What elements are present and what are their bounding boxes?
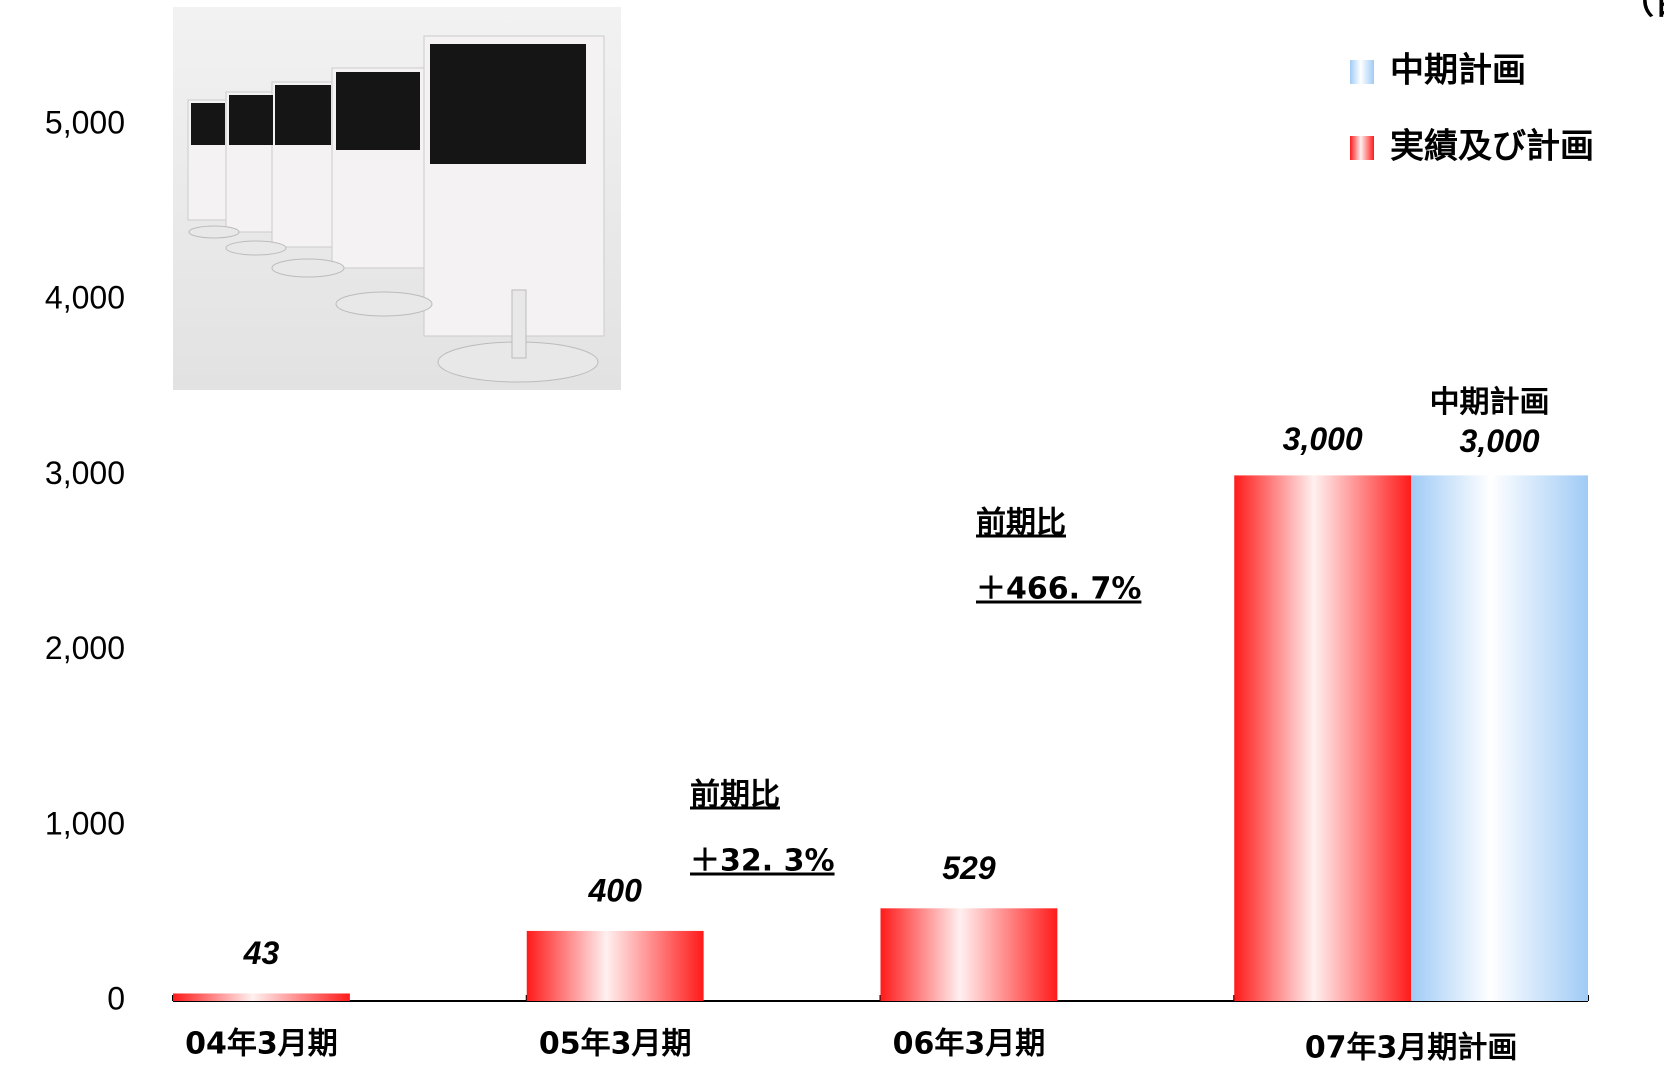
- x-tick-label: 06年3月期: [893, 1027, 1046, 1062]
- series-label: 中期計画: [1430, 385, 1550, 420]
- x-tick-label: 05年3月期: [539, 1027, 692, 1062]
- x-tick-label: 04年3月期: [185, 1027, 338, 1062]
- value-label: 43: [243, 935, 280, 971]
- bar: [1411, 475, 1588, 1001]
- bar: [526, 930, 704, 1001]
- value-label: 529: [942, 850, 996, 886]
- y-tick-label: 5,000: [45, 104, 125, 140]
- photo: [173, 7, 621, 390]
- y-tick-label: 1,000: [45, 805, 125, 841]
- annotation-title: 前期比: [690, 778, 780, 813]
- y-tick-label: 4,000: [45, 280, 125, 316]
- legend-swatch: [1350, 136, 1374, 160]
- bar: [1234, 475, 1412, 1001]
- y-tick-label: 3,000: [45, 455, 125, 491]
- x-tick-label: 07年3月期計画: [1305, 1031, 1518, 1065]
- value-label: 3,000: [1460, 423, 1540, 459]
- value-label: 400: [587, 872, 642, 908]
- legend-label: 中期計画: [1390, 51, 1526, 91]
- bar: [880, 908, 1058, 1001]
- legend-label: 実績及び計画: [1390, 127, 1594, 167]
- annotation-value: ＋32. 3%: [690, 844, 835, 879]
- value-label: 3,000: [1283, 421, 1363, 457]
- y-tick-label: 2,000: [45, 630, 125, 666]
- y-tick-label: 0: [107, 980, 125, 1016]
- unit-note: （百: [1620, 0, 1664, 23]
- bar: [173, 993, 350, 1001]
- annotation-title: 前期比: [976, 506, 1066, 541]
- legend-swatch: [1350, 60, 1374, 84]
- annotation-value: ＋466. 7%: [976, 572, 1141, 607]
